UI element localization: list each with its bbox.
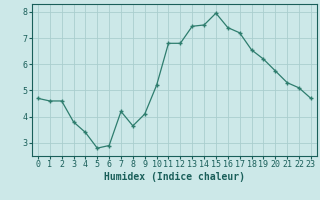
X-axis label: Humidex (Indice chaleur): Humidex (Indice chaleur)	[104, 172, 245, 182]
